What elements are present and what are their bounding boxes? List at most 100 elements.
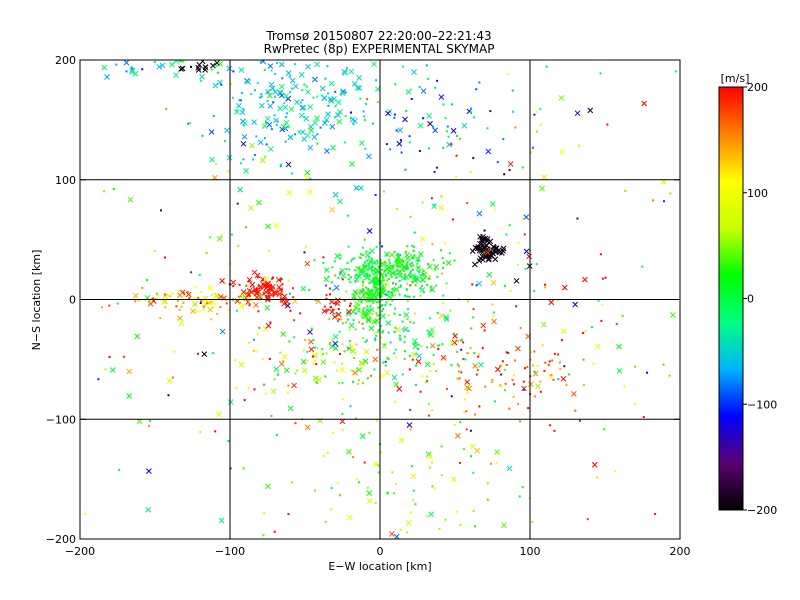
- meteor-echo-dot: [514, 126, 517, 129]
- meteor-echo-dot: [374, 193, 377, 196]
- meteor-echo-dot: [398, 314, 401, 317]
- meteor-echo-dot: [500, 373, 503, 376]
- meteor-echo-dot: [539, 107, 542, 110]
- meteor-echo-dot: [316, 95, 319, 98]
- meteor-echo-cross: [595, 343, 601, 350]
- meteor-echo-dot: [450, 395, 453, 398]
- meteor-echo-dot: [501, 360, 504, 363]
- meteor-echo-dot: [531, 364, 534, 367]
- meteor-echo-cross: [304, 424, 311, 431]
- meteor-echo-cross: [474, 447, 481, 454]
- meteor-echo-dot: [552, 378, 555, 381]
- meteor-echo-cross: [616, 368, 623, 374]
- meteor-echo-dot: [442, 266, 445, 269]
- meteor-echo-dot: [362, 264, 365, 267]
- meteor-echo-dot: [357, 481, 360, 484]
- meteor-echo-dot: [329, 293, 332, 296]
- meteor-echo-dot: [384, 304, 387, 307]
- meteor-echo-cross: [372, 280, 379, 287]
- meteor-echo-dot: [202, 300, 205, 303]
- meteor-echo-dot: [293, 319, 296, 322]
- meteor-echo-cross: [342, 69, 349, 76]
- meteor-echo-dot: [584, 330, 587, 333]
- meteor-echo-dot: [586, 518, 589, 521]
- meteor-echo-cross: [358, 185, 364, 191]
- meteor-echo-cross: [166, 378, 173, 384]
- meteor-echo-cross: [334, 253, 341, 259]
- meteor-echo-dot: [347, 245, 350, 248]
- meteor-echo-dot: [420, 285, 423, 288]
- meteor-echo-dot: [381, 304, 384, 307]
- meteor-echo-dot: [513, 383, 516, 386]
- meteor-echo-cross: [523, 214, 530, 220]
- meteor-echo-dot: [268, 357, 271, 360]
- meteor-echo-dot: [386, 294, 389, 297]
- meteor-echo-dot: [417, 347, 420, 350]
- meteor-echo-dot: [674, 70, 677, 73]
- meteor-echo-cross: [240, 289, 247, 295]
- meteor-echo-dot: [260, 93, 263, 96]
- meteor-echo-dot: [258, 326, 261, 329]
- meteor-echo-cross: [280, 331, 287, 337]
- meteor-echo-dot: [414, 341, 417, 344]
- meteor-echo-dot: [500, 364, 503, 367]
- meteor-echo-dot: [225, 296, 228, 299]
- meteor-echo-cross: [670, 312, 676, 318]
- meteor-echo-cross: [241, 133, 248, 140]
- meteor-echo-cross: [173, 60, 179, 64]
- meteor-echo-dot: [415, 384, 418, 387]
- meteor-echo-dot: [255, 350, 258, 353]
- meteor-echo-dot: [402, 260, 405, 263]
- meteor-echo-dot: [238, 301, 241, 304]
- meteor-echo-dot: [361, 322, 364, 325]
- meteor-echo-dot: [108, 355, 111, 358]
- meteor-echo-dot: [427, 403, 430, 406]
- meteor-echo-dot: [462, 357, 465, 360]
- meteor-echo-dot: [377, 464, 380, 467]
- meteor-echo-dot: [393, 312, 396, 315]
- meteor-echo-cross: [217, 60, 224, 67]
- meteor-echo-dot: [171, 292, 174, 295]
- meteor-echo-dot: [292, 296, 295, 299]
- meteor-echo-dot: [406, 266, 409, 269]
- meteor-echo-dot: [407, 308, 410, 311]
- y-axis-label: N−S location [km]: [30, 250, 43, 351]
- meteor-echo-cross: [337, 109, 343, 115]
- meteor-echo-dot: [473, 352, 476, 355]
- meteor-echo-dot: [365, 300, 368, 303]
- meteor-echo-dot: [442, 302, 445, 305]
- meteor-echo-dot: [375, 286, 378, 289]
- meteor-echo-dot: [97, 378, 100, 381]
- meteor-echo-dot: [535, 263, 538, 266]
- meteor-echo-dot: [373, 262, 376, 265]
- meteor-echo-dot: [252, 158, 255, 161]
- meteor-echo-dot: [545, 65, 548, 68]
- meteor-echo-dot: [433, 170, 436, 173]
- meteor-echo-dot: [415, 364, 418, 367]
- meteor-echo-cross: [420, 88, 427, 94]
- meteor-echo-cross: [273, 366, 280, 372]
- meteor-echo-cross: [582, 276, 588, 283]
- meteor-echo-dot: [262, 293, 265, 296]
- meteor-echo-dot: [399, 270, 402, 273]
- meteor-echo-dot: [385, 254, 388, 257]
- meteor-echo-cross: [283, 119, 290, 126]
- meteor-echo-dot: [239, 295, 242, 298]
- meteor-echo-dot: [384, 293, 387, 296]
- meteor-echo-cross: [410, 272, 416, 279]
- meteor-echo-cross: [321, 95, 328, 102]
- meteor-echo-cross: [127, 196, 134, 203]
- meteor-echo-dot: [533, 113, 536, 116]
- meteor-echo-dot: [314, 381, 317, 384]
- meteor-echo-dot: [418, 86, 421, 89]
- meteor-echo-cross: [368, 306, 375, 313]
- meteor-echo-dot: [469, 429, 472, 432]
- meteor-echo-dot: [559, 368, 562, 371]
- meteor-echo-dot: [381, 287, 384, 290]
- meteor-echo-dot: [367, 276, 370, 279]
- meteor-echo-dot: [288, 292, 291, 295]
- meteor-echo-dot: [386, 491, 389, 494]
- meteor-echo-cross: [292, 83, 299, 90]
- meteor-echo-cross: [352, 369, 358, 376]
- meteor-echo-dot: [227, 440, 230, 443]
